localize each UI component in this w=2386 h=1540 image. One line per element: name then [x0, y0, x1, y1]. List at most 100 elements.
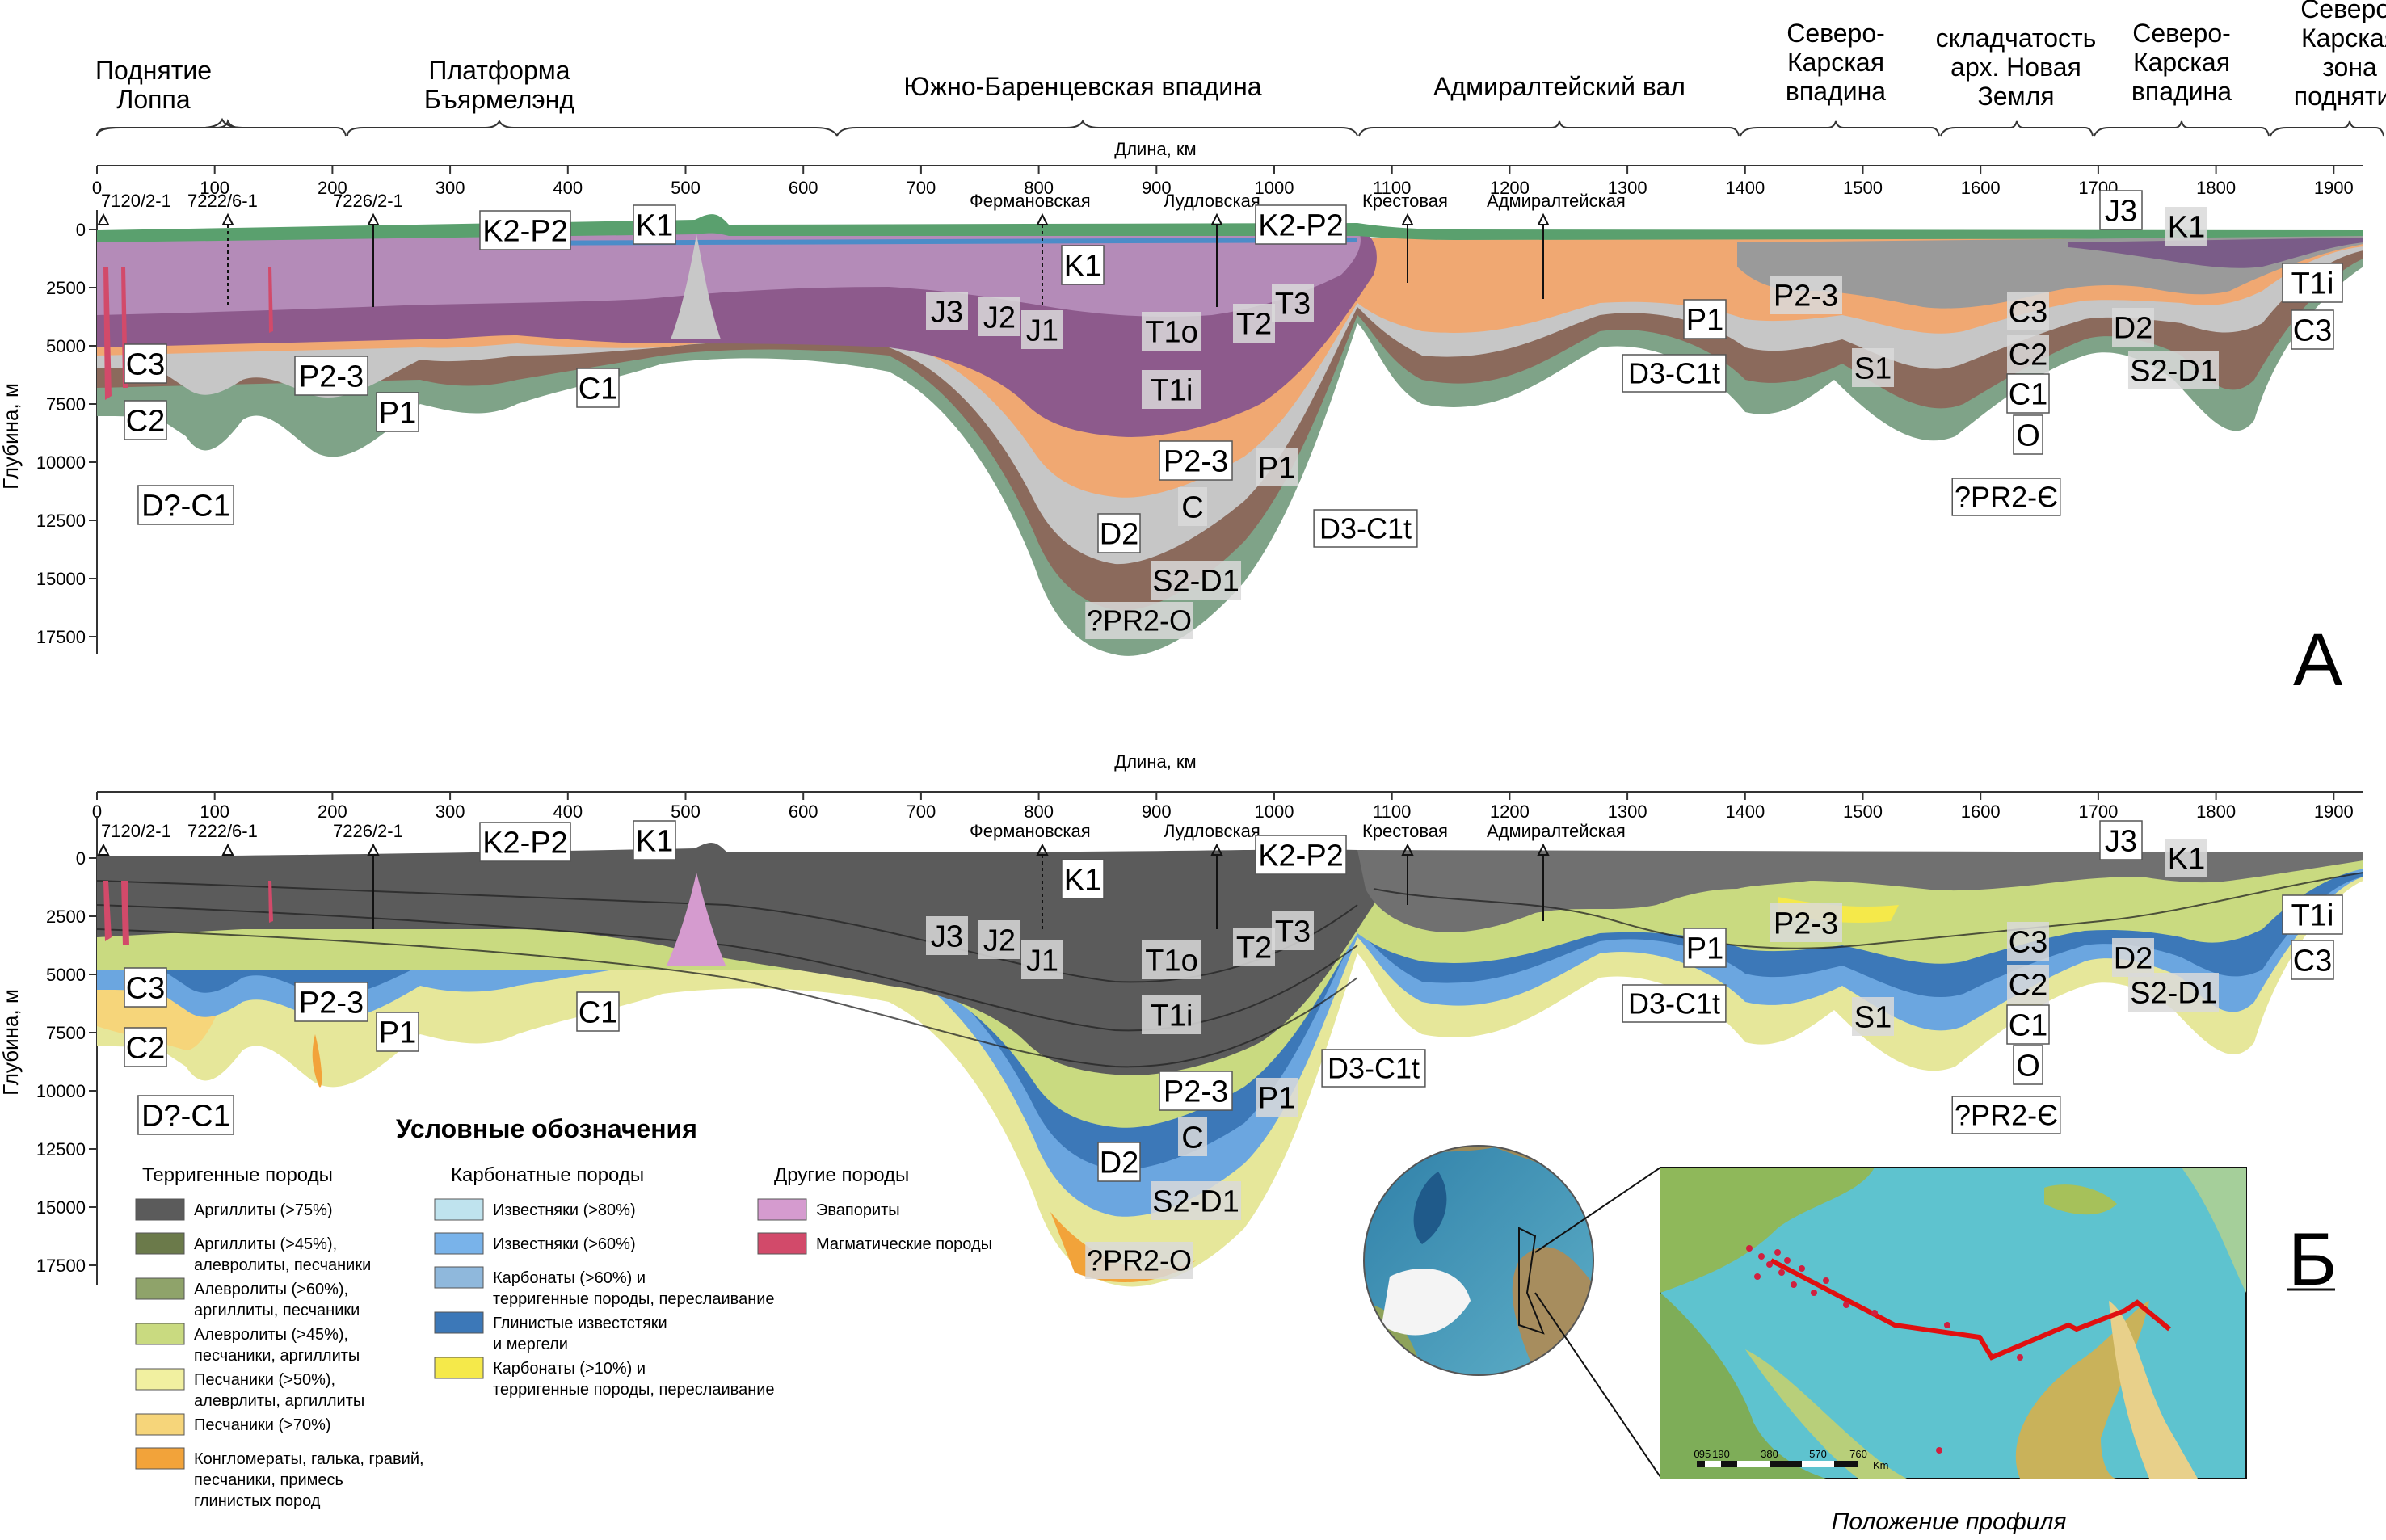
svg-text:алевролиты, песчаники: алевролиты, песчаники: [194, 1256, 371, 1274]
x-tick-label: 1100: [1373, 802, 1411, 822]
strat-label: J2: [978, 920, 1020, 959]
svg-text:Магматические породы: Магматические породы: [816, 1235, 992, 1253]
svg-text:7226/2-1: 7226/2-1: [333, 821, 403, 841]
svg-text:S2-D1: S2-D1: [1152, 1184, 1239, 1218]
svg-text:Лудловская: Лудловская: [1164, 821, 1260, 841]
svg-text:P2-3: P2-3: [299, 360, 364, 393]
svg-text:Песчаники (>70%): Песчаники (>70%): [194, 1416, 331, 1434]
svg-text:P2-3: P2-3: [299, 986, 364, 1020]
svg-text:J2: J2: [983, 924, 1016, 957]
strat-label: O: [2013, 414, 2043, 455]
x-tick-label: 600: [789, 178, 818, 198]
well-admiralteyskaya: Адмиралтейская: [1487, 191, 1626, 299]
svg-text:K2-P2: K2-P2: [1258, 208, 1344, 242]
svg-text:Крестовая: Крестовая: [1362, 821, 1448, 841]
strat-label: C1: [2006, 373, 2050, 414]
strat-label: J3: [2099, 190, 2143, 230]
svg-text:песчаники, аргиллиты: песчаники, аргиллиты: [194, 1347, 360, 1365]
svg-text:C2: C2: [126, 404, 166, 438]
svg-text:терригенные породы, переслаива: терригенные породы, переслаивание: [493, 1381, 775, 1399]
svg-text:песчаники, примесь: песчаники, примесь: [194, 1471, 343, 1489]
strat-label: D?-C1: [137, 485, 234, 525]
strat-label: J3: [926, 916, 968, 955]
x-tick-label: 1700: [2078, 802, 2118, 822]
well-b-fermanovskaya: Фермановская: [970, 821, 1091, 929]
x-tick-label: 1200: [1490, 802, 1530, 822]
x-tick-label: 1200: [1490, 178, 1530, 198]
svg-text:D3-C1t: D3-C1t: [1628, 987, 1720, 1020]
x-tick-label: 100: [200, 178, 229, 198]
legend-groups: Терригенные породы Аргиллиты (>75%) Аргилл…: [135, 1164, 992, 1510]
x-tick-label: 900: [1142, 802, 1172, 822]
svg-text:Фермановская: Фермановская: [970, 821, 1091, 841]
svg-text:J3: J3: [931, 919, 963, 953]
strat-label: P1: [1256, 448, 1298, 486]
strat-label: T3: [1272, 911, 1314, 950]
x-axis-ticks-b: 0 100 200 300 400 500 600 700 800 900 1000 1100 1200…: [92, 792, 2354, 822]
strat-label: C1: [576, 991, 620, 1032]
well-ludlovskaya: Лудловская: [1164, 191, 1260, 307]
x-tick-label: 0: [92, 178, 102, 198]
svg-text:S1: S1: [1854, 1000, 1892, 1034]
svg-text:D?-C1: D?-C1: [141, 1099, 230, 1133]
svg-text:S1: S1: [1854, 351, 1892, 385]
x-axis-title-a: Длина, км: [1114, 139, 1196, 159]
y-tick-label: 15000: [36, 1197, 86, 1218]
strat-label: P2-3: [1159, 1071, 1233, 1111]
location-map: 0 95 190 380 570 760 Km Положение профиля: [1363, 1145, 2247, 1535]
wells-b: 7120/2-1 7222/6-1 7226/2-1 Фермановская …: [97, 821, 1626, 929]
svg-text:7222/6-1: 7222/6-1: [187, 191, 258, 211]
svg-text:T2: T2: [1236, 307, 1272, 341]
region-nkara-1: Северо-Карская впадина: [1786, 19, 1886, 106]
svg-text:Аргиллиты (>75%): Аргиллиты (>75%): [194, 1201, 333, 1219]
strat-label: ?PR2-O: [1085, 602, 1193, 639]
strat-label: C1: [576, 368, 620, 408]
legend-item: Алевролиты (>45%), песчаники, аргиллиты: [135, 1323, 360, 1365]
y-tick-label: 17500: [36, 627, 86, 647]
svg-text:C3: C3: [2293, 944, 2333, 978]
svg-text:Аргиллиты (>45%),: Аргиллиты (>45%),: [194, 1235, 337, 1253]
svg-text:C3: C3: [2009, 295, 2048, 329]
well-7120-2-1: 7120/2-1: [97, 191, 171, 225]
x-tick-label: 300: [436, 178, 465, 198]
strat-label: C3: [2291, 940, 2334, 980]
strat-label: K1: [633, 204, 676, 245]
svg-text:S2-D1: S2-D1: [2130, 976, 2217, 1010]
strat-label: T1o: [1141, 312, 1202, 351]
x-tick-label: 1300: [1608, 802, 1647, 822]
svg-text:C3: C3: [126, 347, 166, 381]
well-7226-2-1: 7226/2-1: [333, 191, 403, 307]
legend-item: Глинистые известстяки и мергели: [434, 1311, 667, 1353]
legend-item: Известняки (>60%): [434, 1232, 636, 1255]
x-tick-label: 200: [318, 802, 347, 822]
legend-item: Песчаники (>50%), алеврлиты, аргиллиты: [135, 1368, 364, 1410]
legend-item: Аргиллиты (>45%), алевролиты, песчаники: [135, 1232, 371, 1274]
y-tick-label: 12500: [36, 511, 86, 531]
strat-label: P2-3: [294, 982, 368, 1022]
y-tick-label: 2500: [46, 907, 86, 927]
region-headers: Поднятие Лоппа Платформа Бъярмелэнд Южно-Б…: [95, 0, 2386, 114]
svg-text:K1: K1: [2168, 210, 2205, 244]
svg-text:7120/2-1: 7120/2-1: [101, 191, 171, 211]
x-tick-label: 1400: [1725, 178, 1765, 198]
svg-text:C3: C3: [2009, 925, 2048, 959]
svg-text:T1i: T1i: [2291, 267, 2334, 301]
x-tick-label: 500: [671, 802, 701, 822]
x-tick-label: 1400: [1725, 802, 1765, 822]
strat-label: T1i: [1141, 995, 1202, 1034]
x-tick-label: 1300: [1608, 178, 1647, 198]
region-loppa: Поднятие Лоппа: [95, 56, 212, 114]
well-7222-6-1: 7222/6-1: [187, 191, 258, 307]
x-tick-label: 1000: [1255, 178, 1294, 198]
scale-bar: 0 95 190 380 570 760 Km: [1694, 1448, 1888, 1471]
svg-text:C1: C1: [579, 372, 618, 406]
svg-text:алеврлиты, аргиллиты: алеврлиты, аргиллиты: [194, 1392, 364, 1410]
strat-label: K2-P2: [479, 822, 571, 862]
svg-text:Известняки (>80%): Известняки (>80%): [493, 1201, 636, 1219]
strat-label: P1: [376, 1012, 419, 1052]
region-brackets: [96, 117, 2384, 137]
x-axis-title-b: Длина, км: [1114, 751, 1196, 772]
y-tick-label: 12500: [36, 1139, 86, 1159]
svg-text:Алевролиты (>45%),: Алевролиты (>45%),: [194, 1326, 348, 1344]
